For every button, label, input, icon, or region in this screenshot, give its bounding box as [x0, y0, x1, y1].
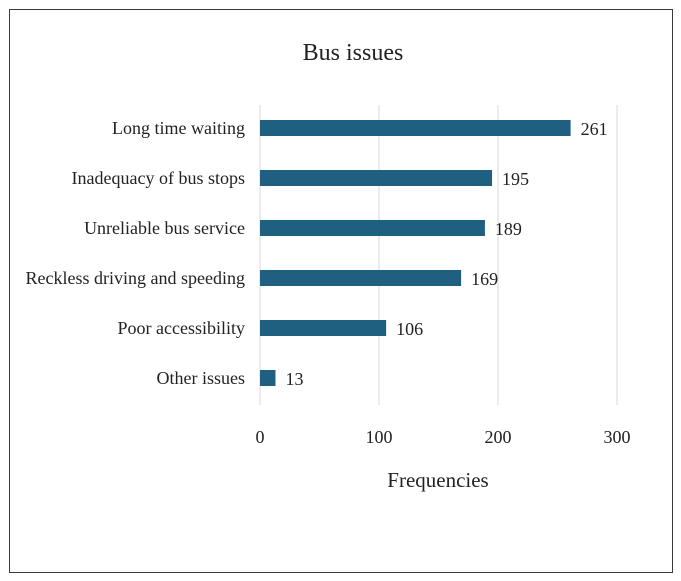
chart-frame — [9, 9, 673, 573]
category-label: Inadequacy of bus stops — [72, 168, 245, 188]
bars-group — [260, 120, 571, 386]
gridlines — [259, 105, 618, 405]
bar — [260, 320, 387, 336]
bar — [260, 120, 571, 136]
x-tick-label: 100 — [366, 427, 393, 447]
x-tick-label: 0 — [256, 427, 265, 447]
data-label: 261 — [581, 119, 608, 139]
value-labels: 261 195 189 169 106 13 — [285, 119, 607, 389]
x-tick-label: 300 — [604, 427, 631, 447]
chart-title: Bus issues — [303, 40, 404, 66]
data-label: 195 — [502, 169, 529, 189]
x-tick-labels: 0 100 200 300 — [256, 427, 631, 447]
data-label: 106 — [396, 319, 423, 339]
x-tick-label: 200 — [485, 427, 512, 447]
category-label: Poor accessibility — [118, 318, 245, 338]
data-label: 189 — [495, 219, 522, 239]
category-label: Reckless driving and speeding — [26, 268, 245, 288]
category-label: Long time waiting — [112, 118, 245, 138]
bar — [260, 220, 485, 236]
x-axis-title: Frequencies — [387, 468, 488, 492]
bar — [260, 270, 462, 286]
category-label: Unreliable bus service — [84, 218, 245, 238]
data-label: 169 — [471, 269, 498, 289]
data-label: 13 — [285, 369, 303, 389]
category-labels: Long time waiting Inadequacy of bus stops… — [26, 118, 245, 388]
bar — [260, 370, 276, 386]
bar — [260, 170, 493, 186]
category-label: Other issues — [157, 368, 246, 388]
